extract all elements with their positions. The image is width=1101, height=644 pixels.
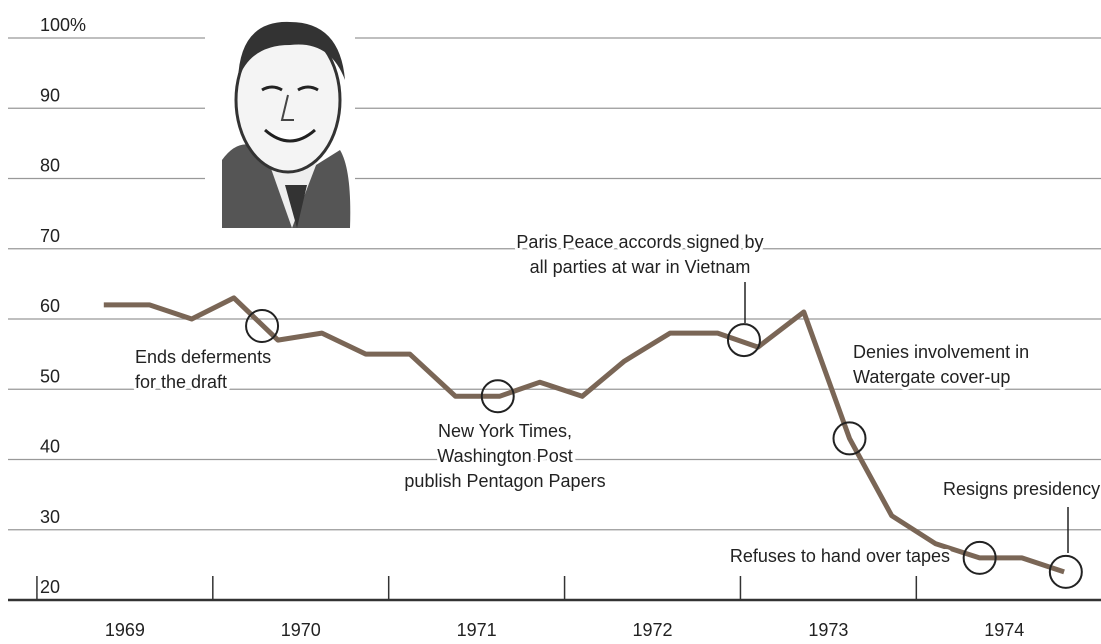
annotation: for the draft [135,372,227,392]
annotation: Washington Post [437,446,572,466]
x-tick-label: 1972 [632,620,672,640]
y-tick-label: 20 [40,577,60,597]
y-tick-label: 50 [40,366,60,386]
annotation: New York Times, [438,421,572,441]
annotation: publish Pentagon Papers [404,471,605,491]
y-tick-label: 80 [40,156,60,176]
y-tick-label: 60 [40,296,60,316]
y-tick-label: 70 [40,226,60,246]
chart: 20 30 40 50 60 70 80 90 100% 1969 1970 1971 1972 1973… [0,0,1101,644]
plot [104,282,1082,588]
x-tick-label: 1974 [984,620,1024,640]
annotation: Ends deferments [135,347,271,367]
x-tick-label: 1971 [457,620,497,640]
event-marker [1050,556,1082,588]
annotation: all parties at war in Vietnam [530,257,751,277]
x-tick-label: 1969 [105,620,145,640]
y-tick-label: 30 [40,507,60,527]
y-tick-label: 40 [40,437,60,457]
x-tick-label: 1970 [281,620,321,640]
y-tick-label: 100% [40,15,86,35]
annotation: Refuses to hand over tapes [730,546,950,566]
portrait [205,10,355,235]
annotation: Denies involvement in [853,342,1029,362]
annotation: Watergate cover-up [853,367,1010,387]
grid [8,38,1101,600]
annotation: Paris Peace accords signed by [516,232,763,252]
approval-line [104,298,1064,572]
y-tick-label: 90 [40,85,60,105]
x-tick-label: 1973 [808,620,848,640]
annotation: Resigns presidency [943,479,1100,499]
